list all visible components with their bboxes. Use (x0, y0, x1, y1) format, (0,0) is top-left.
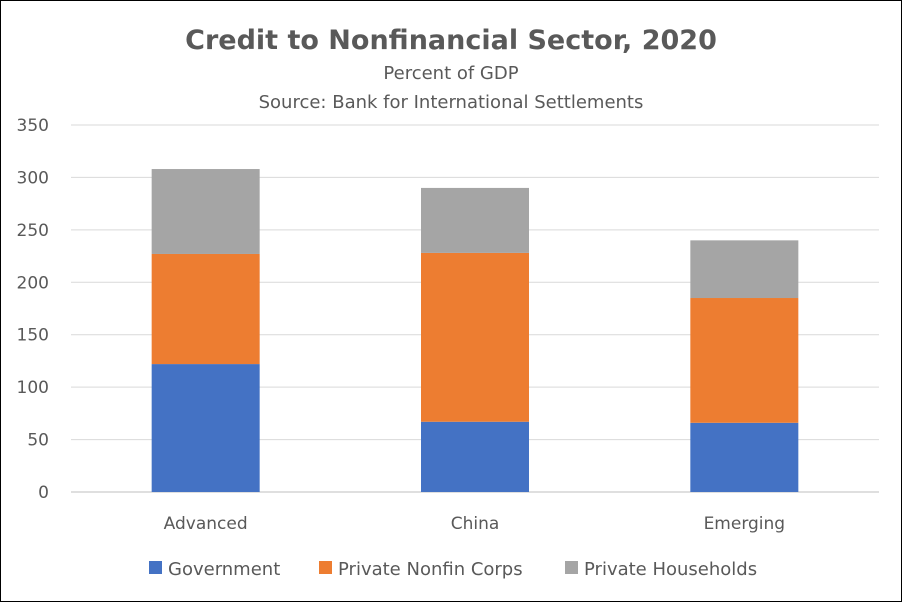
legend-swatch (565, 561, 578, 574)
y-tick-label: 250 (17, 221, 49, 241)
bar-segment (690, 240, 799, 299)
bar-segment (421, 421, 529, 492)
legend-label: Private Nonfin Corps (338, 559, 523, 580)
x-axis-ticks: Advanced China Emerging (164, 514, 785, 534)
chart-source: Source: Bank for International Settlemen… (259, 92, 644, 113)
x-tick-label: Emerging (704, 514, 786, 534)
y-tick-label: 100 (17, 378, 49, 398)
chart-title: Credit to Nonfinancial Sector, 2020 (185, 25, 717, 56)
x-tick-label: China (451, 514, 500, 534)
y-tick-label: 200 (17, 273, 49, 293)
bar-segment (421, 187, 529, 253)
y-tick-label: 300 (17, 168, 49, 188)
bar-segment (421, 252, 529, 422)
bar-segment (690, 422, 799, 492)
legend: Government Private Nonfin Corps Private Ho… (149, 559, 757, 580)
chart-subtitle: Percent of GDP (383, 63, 518, 84)
bar-segment (151, 364, 260, 492)
y-tick-label: 350 (17, 116, 49, 136)
y-tick-label: 150 (17, 326, 49, 346)
bar-segment (151, 169, 260, 254)
y-tick-label: 0 (38, 483, 49, 503)
y-axis-ticks: 0 50 100 150 200 250 300 350 (17, 116, 49, 503)
legend-label: Government (168, 559, 280, 580)
bar-segment (151, 253, 260, 365)
legend-swatch (319, 561, 332, 574)
bar-segment (690, 298, 799, 423)
legend-swatch (149, 561, 162, 574)
bars (151, 169, 799, 492)
x-tick-label: Advanced (164, 514, 248, 534)
legend-label: Private Households (584, 559, 757, 580)
y-tick-label: 50 (27, 431, 49, 451)
